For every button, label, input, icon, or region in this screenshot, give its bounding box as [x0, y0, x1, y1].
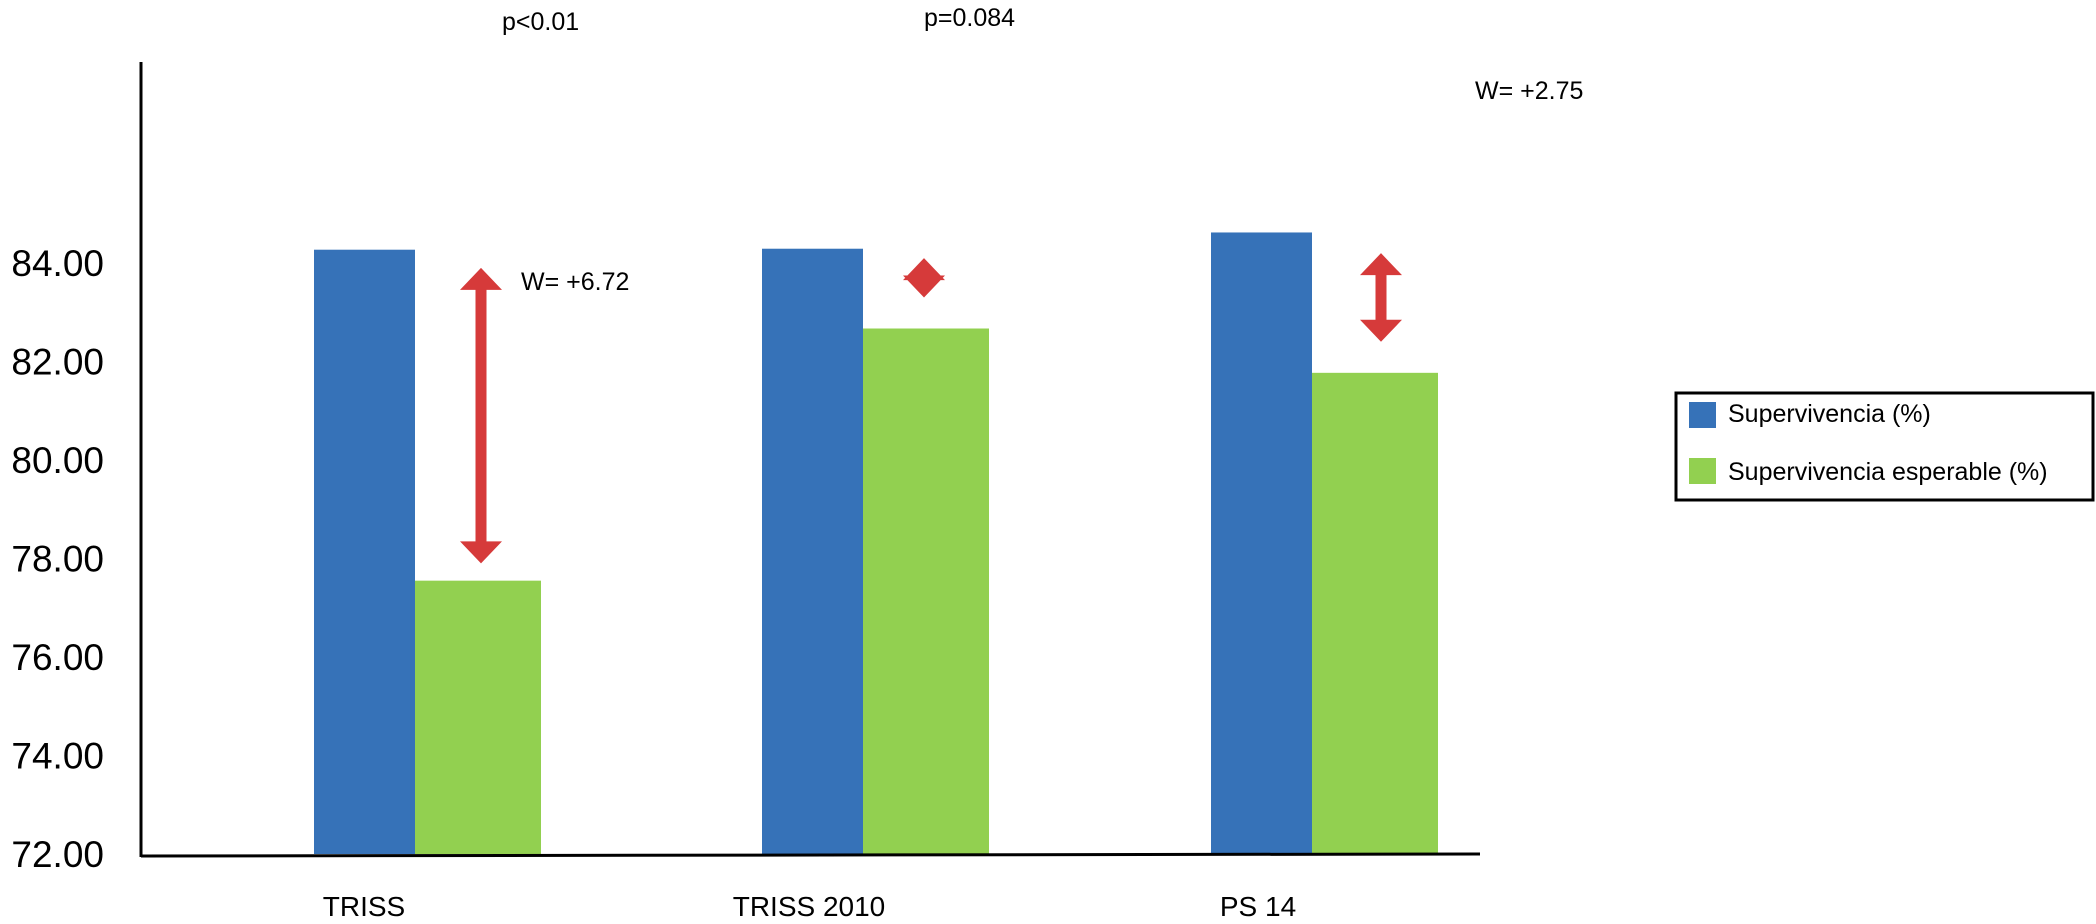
p-value-label: p<0.01 — [502, 8, 579, 36]
y-tick-label: 80.00 — [11, 440, 104, 481]
annotations: p<0.01 p=0.084 W= +6.72 W= +2.75 — [502, 4, 1583, 296]
y-tick-labels: 72.00 74.00 76.00 78.00 80.00 82.00 84.00 — [11, 243, 104, 875]
legend-swatch-esperable — [1689, 458, 1716, 484]
bar-esperable-triss-2010 — [863, 328, 989, 854]
legend-label-esperable: Supervivencia esperable (%) — [1728, 458, 2048, 486]
bar-esperable-triss — [415, 580, 541, 854]
bar-supervivencia-triss-2010 — [762, 248, 863, 854]
bar-supervivencia-triss — [314, 249, 415, 854]
w-value-label: W= +2.75 — [1475, 77, 1583, 105]
x-tick-label: TRISS — [323, 891, 405, 922]
bar-esperable-ps-14 — [1312, 372, 1438, 854]
arrows-layer — [460, 253, 1402, 564]
difference-arrow — [1360, 253, 1402, 342]
legend-label-supervivencia: Supervivencia (%) — [1728, 400, 1931, 428]
y-tick-label: 78.00 — [11, 539, 104, 580]
x-tick-labels: TRISS TRISS 2010 PS 14 — [323, 891, 1296, 922]
y-tick-label: 84.00 — [11, 243, 104, 284]
y-tick-label: 76.00 — [11, 637, 104, 678]
legend-swatch-supervivencia — [1689, 402, 1716, 428]
bars-layer — [314, 232, 1438, 855]
legend-box — [1674, 391, 2095, 502]
bar-supervivencia-ps-14 — [1211, 232, 1312, 855]
difference-arrow — [460, 267, 502, 564]
x-tick-label: TRISS 2010 — [733, 891, 886, 922]
x-axis — [140, 852, 1481, 858]
y-tick-label: 72.00 — [11, 834, 104, 875]
legend: Supervivencia (%) Supervivencia esperabl… — [1674, 391, 2095, 502]
y-tick-label: 74.00 — [11, 736, 104, 777]
y-tick-label: 82.00 — [11, 342, 104, 383]
x-tick-label: PS 14 — [1220, 891, 1296, 922]
w-value-label: W= +6.72 — [521, 268, 629, 296]
difference-arrow — [903, 258, 945, 298]
p-value-label: p=0.084 — [924, 4, 1015, 32]
